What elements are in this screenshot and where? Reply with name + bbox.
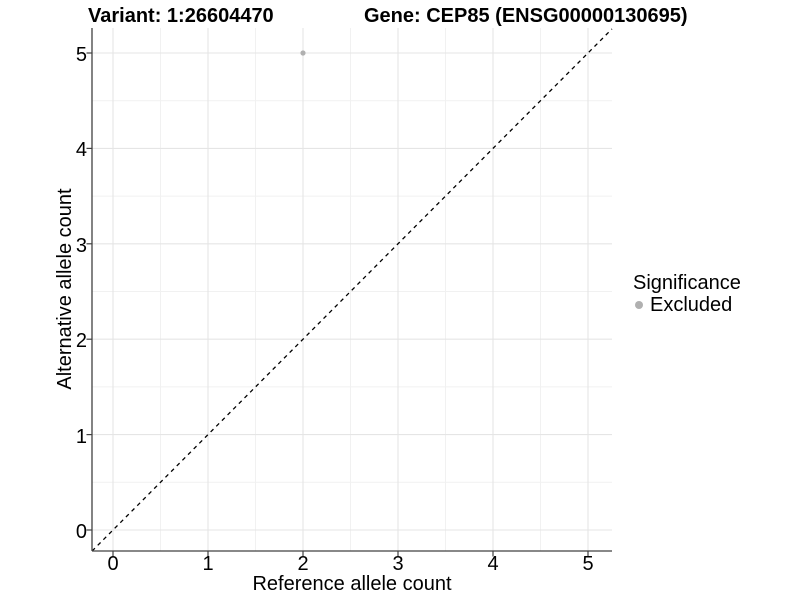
x-tick-label: 4 — [487, 553, 499, 575]
legend-item-label: Excluded — [650, 294, 733, 316]
x-tick-label: 3 — [392, 553, 404, 575]
variant-title: Variant: 1:26604470 — [88, 5, 274, 27]
x-tick-label: 1 — [202, 553, 214, 575]
legend-title: Significance — [633, 272, 741, 294]
gene-title: Gene: CEP85 (ENSG00000130695) — [364, 5, 688, 27]
x-tick-label: 2 — [297, 553, 309, 575]
legend-key-dot-icon — [635, 301, 643, 309]
legend-items: Excluded — [633, 295, 741, 315]
y-tick-label: 5 — [75, 44, 87, 66]
x-axis-title: Reference allele count — [252, 573, 452, 595]
y-tick-label: 1 — [75, 425, 87, 448]
x-tick-label: 5 — [582, 553, 594, 575]
y-axis-title: Alternative allele count — [54, 188, 76, 390]
y-tick-label: 0 — [75, 521, 87, 543]
y-tick-label: 2 — [75, 330, 87, 353]
y-tick-label: 3 — [75, 234, 87, 257]
identity-line — [91, 28, 613, 552]
y-tick-label: 4 — [75, 139, 87, 162]
legend: Significance Excluded — [633, 272, 741, 316]
data-point — [300, 50, 306, 56]
x-tick-label: 0 — [107, 553, 119, 575]
legend-item: Excluded — [633, 295, 741, 315]
